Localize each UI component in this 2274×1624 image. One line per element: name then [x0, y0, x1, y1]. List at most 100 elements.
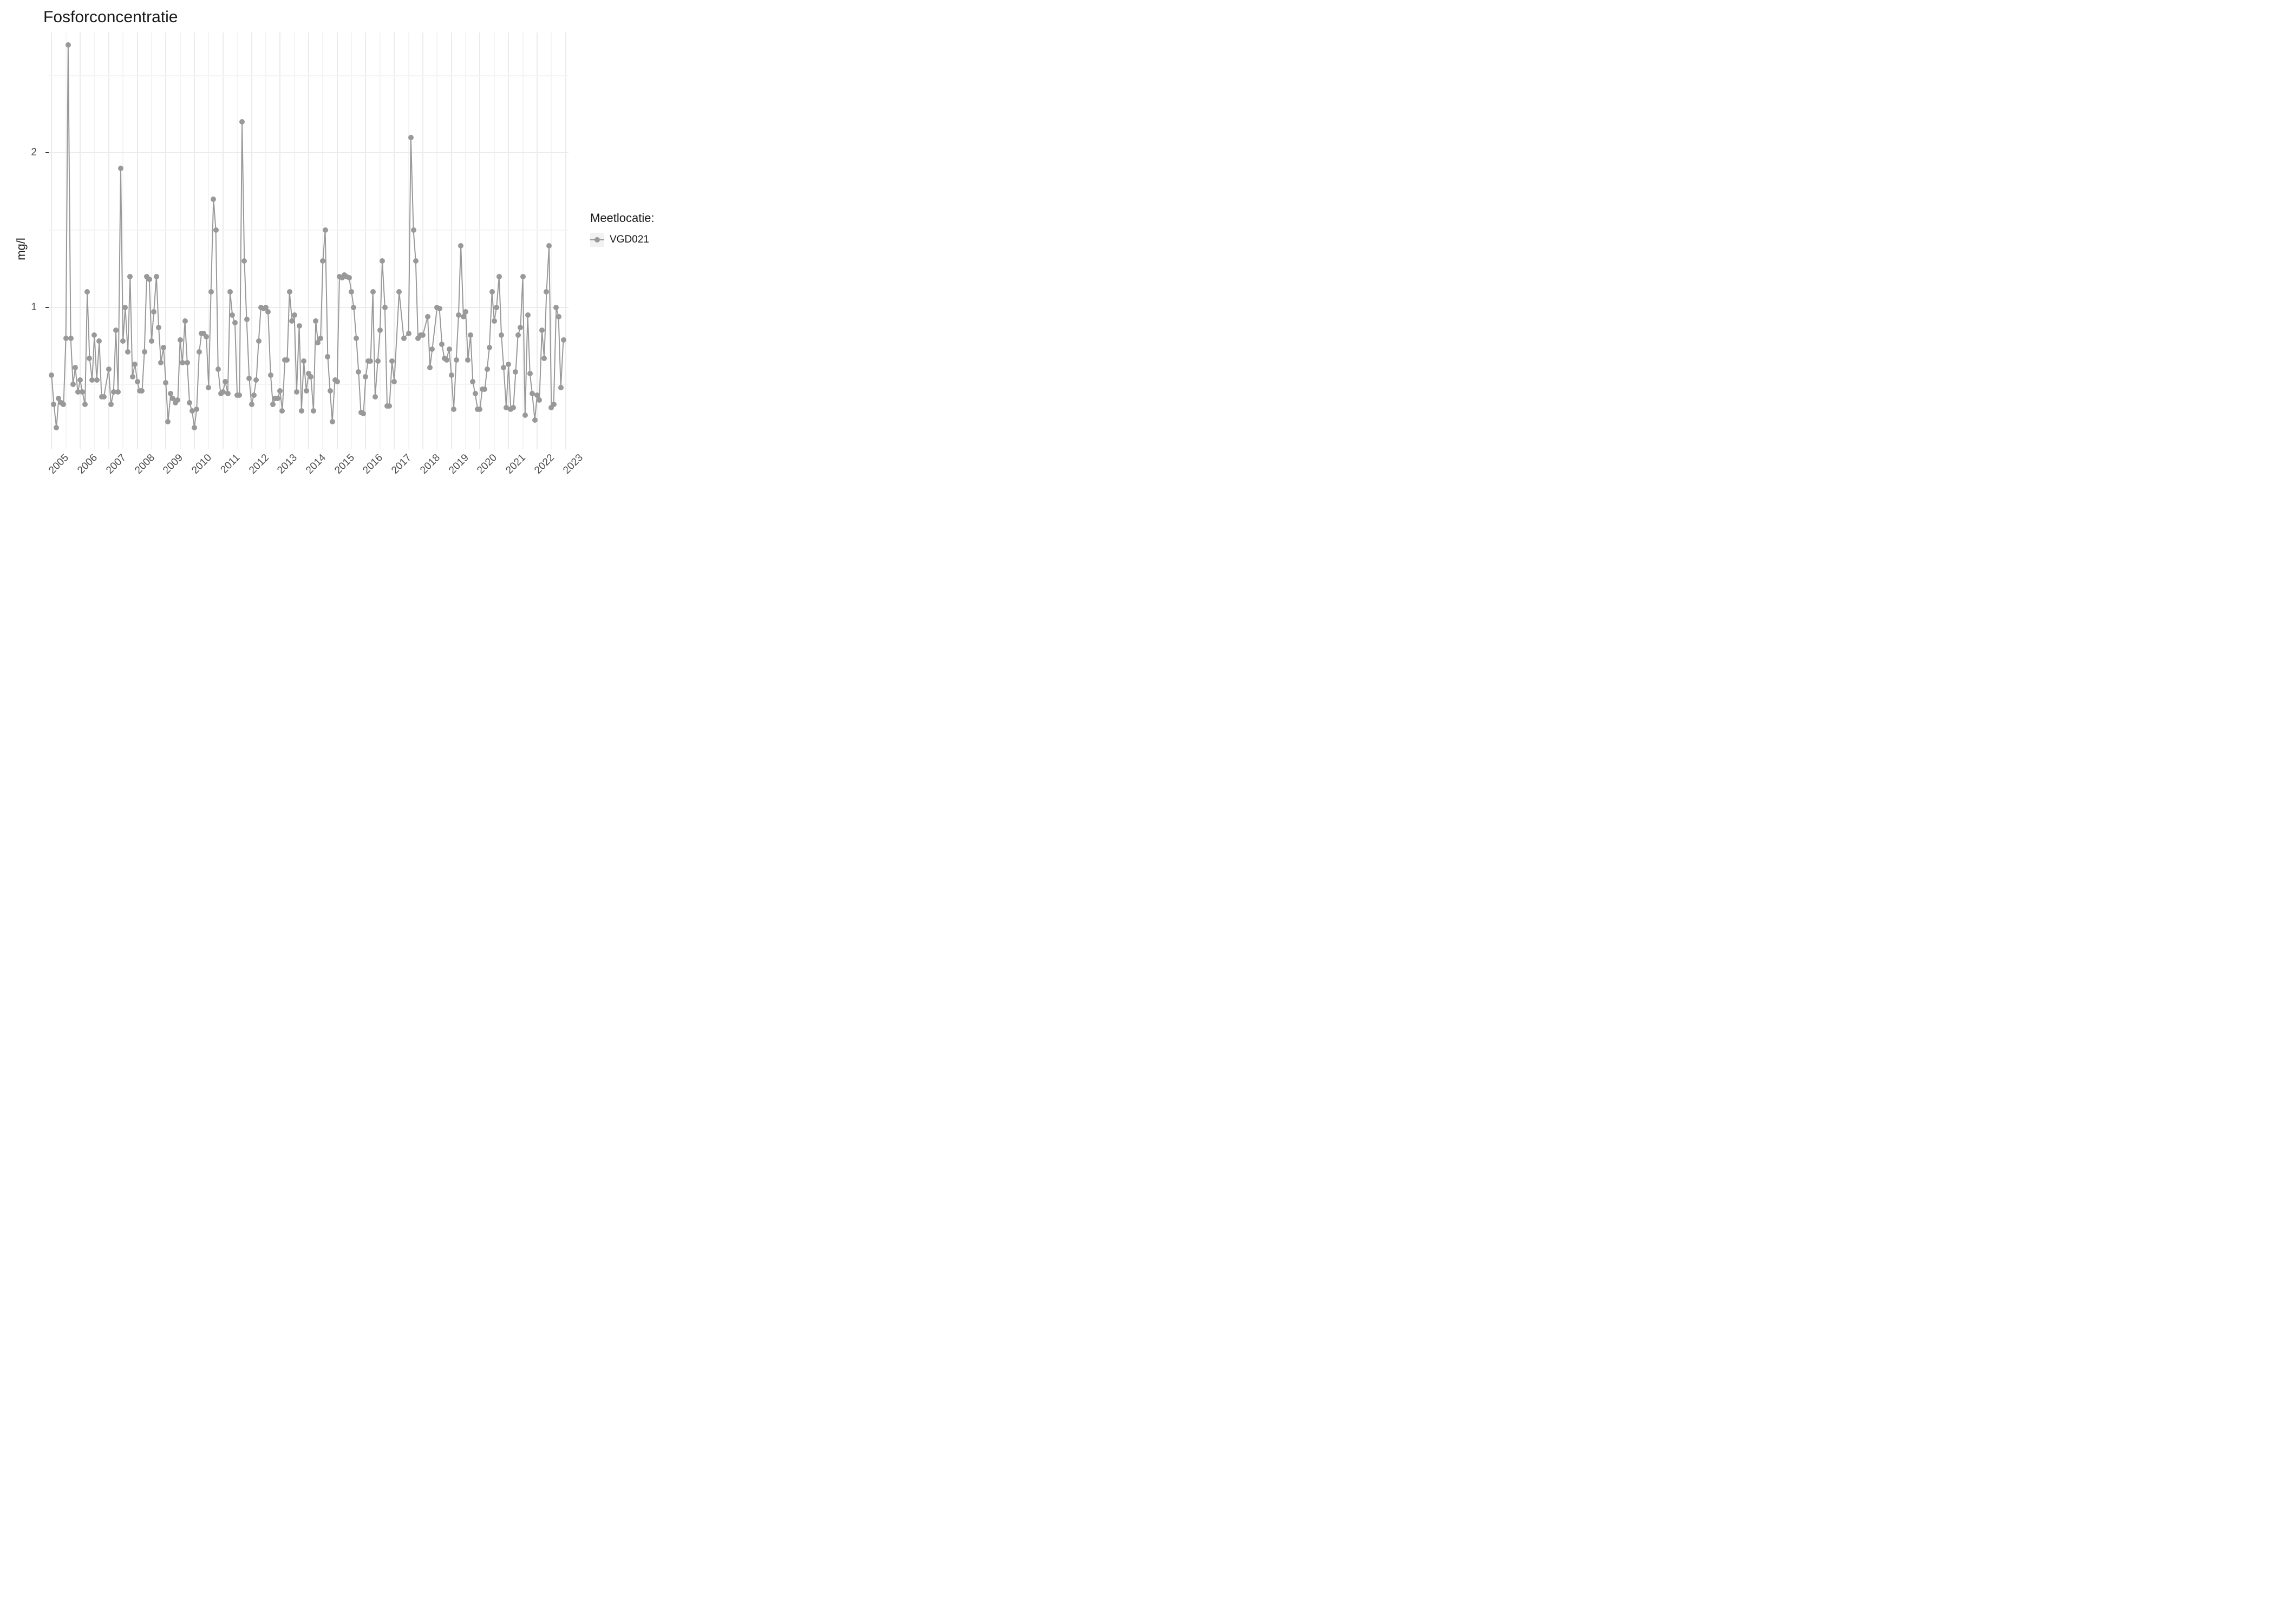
data-point: [118, 166, 123, 171]
data-point: [80, 389, 85, 395]
data-point: [380, 258, 385, 264]
data-point: [292, 312, 297, 318]
data-point: [323, 227, 328, 233]
data-point: [165, 419, 171, 424]
data-point: [558, 385, 564, 390]
data-point: [204, 334, 209, 339]
data-point: [368, 358, 373, 364]
data-point: [492, 318, 497, 324]
data-point: [308, 374, 313, 379]
data-point: [149, 338, 154, 344]
data-point: [101, 394, 107, 400]
data-point: [411, 227, 416, 233]
legend-label: VGD021: [610, 234, 649, 246]
data-point: [120, 338, 126, 344]
data-point: [253, 377, 259, 383]
data-point: [461, 314, 466, 319]
data-point: [349, 289, 354, 294]
chart-container: Fosforconcentratie mg/l 12 2005200620072…: [0, 0, 758, 541]
legend-item: VGD021: [590, 233, 655, 247]
series-line: [49, 32, 568, 449]
data-point: [387, 403, 392, 409]
data-point: [473, 391, 478, 396]
data-point: [318, 336, 323, 341]
data-point: [328, 388, 333, 394]
data-point: [451, 407, 456, 412]
data-point: [363, 374, 368, 379]
chart-title: Fosforconcentratie: [43, 8, 178, 27]
data-point: [54, 425, 59, 430]
data-point: [520, 274, 526, 279]
data-point: [373, 394, 378, 400]
data-point: [354, 336, 359, 341]
data-point: [246, 376, 252, 381]
data-point: [429, 346, 435, 352]
data-point: [477, 407, 482, 412]
legend-title: Meetlocatie:: [590, 211, 655, 225]
data-point: [522, 412, 528, 418]
data-point: [335, 379, 340, 384]
data-point: [284, 357, 290, 363]
data-point: [494, 305, 499, 310]
data-point: [122, 305, 128, 310]
legend: Meetlocatie: VGD021: [590, 211, 655, 247]
data-point: [551, 402, 557, 407]
data-point: [270, 402, 276, 407]
data-point: [511, 405, 516, 410]
data-point: [213, 227, 219, 233]
data-point: [182, 318, 188, 324]
data-point: [439, 342, 445, 347]
data-point: [487, 345, 492, 350]
data-point: [482, 387, 487, 392]
data-point: [127, 274, 133, 279]
data-point: [468, 332, 473, 338]
data-point: [375, 358, 381, 364]
data-point: [518, 325, 523, 330]
data-point: [556, 314, 561, 319]
data-point: [68, 336, 74, 341]
data-point: [163, 380, 168, 385]
data-point: [330, 419, 335, 424]
data-point: [94, 377, 100, 383]
plot-area: [49, 32, 568, 449]
data-point: [537, 397, 542, 403]
data-point: [125, 349, 130, 355]
data-point: [506, 362, 511, 367]
data-point: [496, 274, 502, 279]
data-point: [463, 309, 468, 315]
x-axis-tick-labels: 2005200620072008200920102011201220132014…: [49, 452, 568, 501]
data-point: [249, 402, 254, 407]
data-point: [499, 332, 504, 338]
data-point: [241, 258, 247, 264]
data-point: [301, 358, 306, 364]
data-point: [546, 243, 552, 248]
data-point: [208, 289, 214, 294]
data-point: [135, 379, 140, 384]
data-point: [513, 369, 518, 375]
data-point: [485, 366, 490, 372]
data-point: [382, 305, 388, 310]
data-point: [147, 277, 152, 282]
data-point: [132, 362, 138, 367]
data-point: [361, 411, 366, 416]
data-point: [175, 397, 180, 403]
data-point: [92, 332, 97, 338]
data-point: [413, 258, 419, 264]
legend-key-line: [590, 239, 604, 240]
data-point: [206, 385, 211, 390]
data-point: [268, 372, 273, 378]
data-point: [527, 371, 533, 376]
data-point: [84, 289, 90, 294]
data-point: [239, 119, 245, 125]
data-point: [297, 323, 302, 329]
data-point: [377, 328, 383, 333]
data-point: [197, 349, 202, 355]
data-point: [279, 408, 285, 414]
data-point: [370, 289, 376, 294]
data-point: [299, 408, 304, 414]
data-point: [51, 402, 56, 407]
data-point: [315, 340, 321, 345]
data-point: [187, 400, 192, 405]
data-point: [66, 42, 71, 48]
data-point: [437, 306, 442, 311]
